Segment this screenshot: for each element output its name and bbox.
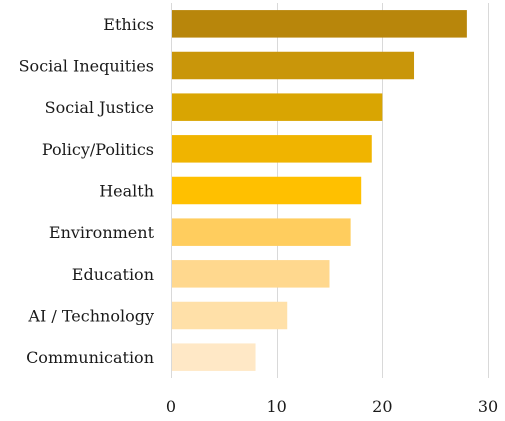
bar-communication (172, 343, 256, 371)
category-label: Social Justice (45, 98, 154, 117)
category-labels: Ethics Social Inequities Social Justice Pol… (19, 15, 155, 367)
x-tick-label: 30 (478, 397, 498, 416)
x-tick-label: 0 (166, 397, 176, 416)
category-label: Communication (26, 348, 154, 367)
bar-social-inequities (172, 51, 415, 80)
x-tick-label: 10 (266, 397, 286, 416)
x-axis-tick-labels: 0 10 20 30 (166, 397, 498, 416)
category-label: AI / Technology (27, 307, 154, 326)
bar-education (172, 260, 330, 288)
category-label: Ethics (103, 15, 154, 34)
bar-social-justice (172, 93, 383, 121)
bar-policy-politics (172, 135, 372, 163)
category-label: Education (72, 265, 154, 284)
category-label: Environment (49, 223, 155, 242)
bar-health (172, 176, 362, 205)
bar-ethics (172, 10, 467, 38)
x-tick-label: 20 (372, 397, 392, 416)
bars (172, 10, 467, 371)
category-label: Health (99, 182, 154, 201)
bar-environment (172, 218, 351, 246)
category-label: Social Inequities (19, 57, 154, 76)
bar-ai-technology (172, 301, 288, 330)
category-label: Policy/Politics (42, 140, 154, 159)
